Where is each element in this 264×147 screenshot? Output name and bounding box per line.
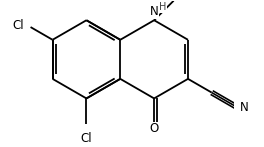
Text: H: H <box>159 2 166 12</box>
Text: N: N <box>240 101 248 114</box>
Text: N: N <box>150 5 158 18</box>
Text: O: O <box>149 122 159 135</box>
Text: Cl: Cl <box>12 19 23 32</box>
Text: Cl: Cl <box>81 132 92 145</box>
